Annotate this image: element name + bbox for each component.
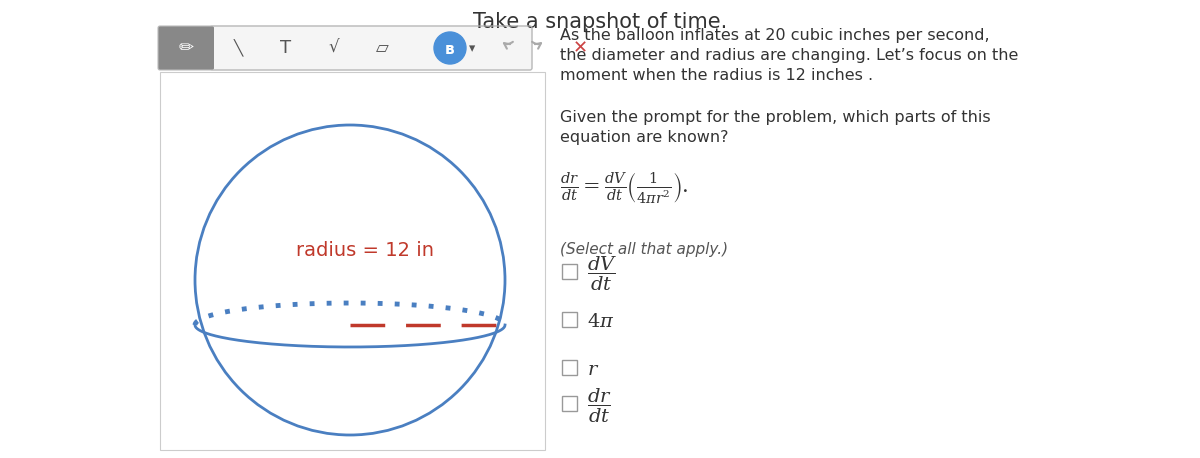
Text: ╲: ╲ — [234, 39, 242, 57]
Text: Take a snapshot of time.: Take a snapshot of time. — [473, 12, 727, 32]
Text: $\dfrac{dV}{dt}$: $\dfrac{dV}{dt}$ — [587, 255, 617, 293]
Text: ʙ: ʙ — [445, 42, 455, 56]
Text: $\dfrac{dr}{dt}$: $\dfrac{dr}{dt}$ — [587, 387, 612, 425]
Text: $\frac{dr}{dt} = \frac{dV}{dt}\left(\frac{1}{4\pi r^2}\right).$: $\frac{dr}{dt} = \frac{dV}{dt}\left(\fra… — [560, 170, 689, 205]
Text: √: √ — [329, 39, 340, 57]
Text: ✕: ✕ — [572, 39, 588, 57]
Bar — [562, 396, 577, 411]
Text: $r$: $r$ — [587, 360, 599, 379]
Text: Given the prompt for the problem, which parts of this: Given the prompt for the problem, which … — [560, 110, 991, 125]
Circle shape — [434, 32, 466, 64]
Text: (Select all that apply.): (Select all that apply.) — [560, 242, 728, 257]
Text: radius = 12 in: radius = 12 in — [296, 240, 434, 260]
Text: equation are known?: equation are known? — [560, 130, 728, 145]
Text: moment when the radius is 12 inches .: moment when the radius is 12 inches . — [560, 68, 874, 83]
Text: ▱: ▱ — [376, 39, 389, 57]
Bar — [562, 360, 577, 375]
FancyBboxPatch shape — [210, 26, 532, 70]
Text: ▾: ▾ — [469, 43, 475, 55]
FancyBboxPatch shape — [158, 26, 214, 70]
Bar — [562, 264, 577, 279]
Text: $4\pi$: $4\pi$ — [587, 312, 614, 331]
Text: the diameter and radius are changing. Let’s focus on the: the diameter and radius are changing. Le… — [560, 48, 1019, 63]
Text: As the balloon inflates at 20 cubic inches per second,: As the balloon inflates at 20 cubic inch… — [560, 28, 990, 43]
Bar — [562, 312, 577, 327]
Text: ✏: ✏ — [179, 39, 193, 57]
Text: T: T — [281, 39, 292, 57]
Bar — [160, 72, 545, 450]
